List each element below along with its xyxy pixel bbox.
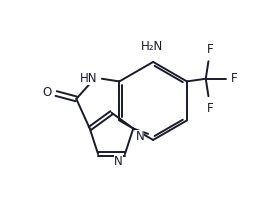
Text: N: N <box>135 130 144 143</box>
Text: N: N <box>114 155 123 169</box>
Text: O: O <box>42 86 51 99</box>
Text: F: F <box>207 43 213 56</box>
Text: HN: HN <box>80 72 98 85</box>
Text: F: F <box>231 72 238 85</box>
Text: F: F <box>207 102 213 115</box>
Text: H₂N: H₂N <box>141 39 163 53</box>
